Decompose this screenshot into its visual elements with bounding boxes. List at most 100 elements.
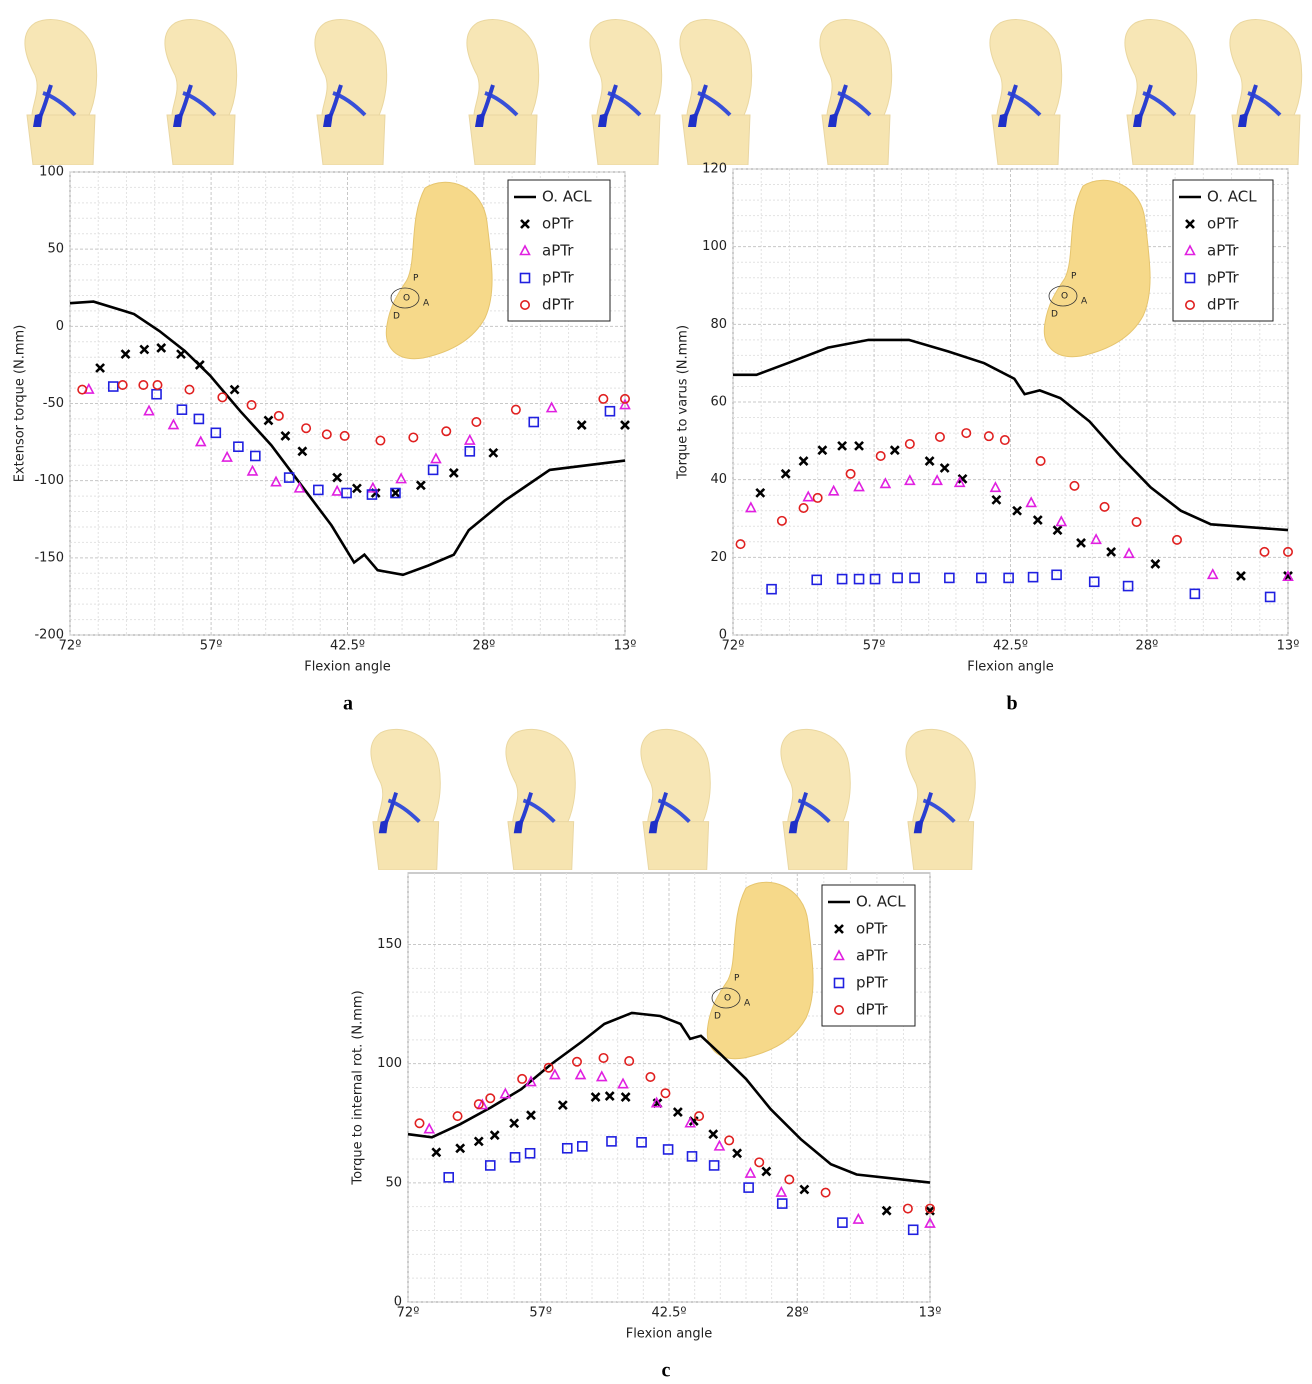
triangle-marker <box>246 464 259 476</box>
triangle-marker <box>879 477 892 489</box>
legend-label: dPTr <box>1207 296 1240 314</box>
circle-marker <box>961 428 972 439</box>
x-marker <box>1012 505 1022 516</box>
circle-marker <box>660 1088 671 1099</box>
x-marker <box>590 1092 601 1102</box>
x-marker <box>620 420 630 431</box>
circle-marker <box>339 430 350 441</box>
inset-label: A <box>423 299 430 309</box>
square-marker <box>341 487 352 499</box>
triangle-marker <box>617 1077 629 1089</box>
square-marker <box>837 1217 848 1228</box>
line-series <box>733 338 1289 532</box>
triangle-marker <box>476 1098 489 1110</box>
triangle-marker <box>545 401 558 413</box>
x-marker <box>799 1184 810 1195</box>
x-marker <box>263 415 274 426</box>
triangle-marker <box>293 481 306 493</box>
circle-marker <box>414 1118 425 1129</box>
triangle-marker <box>1055 515 1068 527</box>
square-marker <box>606 1136 617 1147</box>
triangle-marker <box>574 1068 587 1080</box>
legend-label: pPTr <box>856 974 889 992</box>
x-marker <box>576 420 587 431</box>
triangle-marker <box>519 244 531 256</box>
legend-label: dPTr <box>542 296 575 314</box>
y-tick-label: 100 <box>39 165 64 180</box>
circle-marker <box>999 435 1010 446</box>
x-marker <box>156 343 167 353</box>
circle-marker <box>784 1174 795 1185</box>
y-tick-label: 50 <box>385 1175 402 1190</box>
x-marker <box>520 219 530 229</box>
y-axis-label: Torque to internal rot. (N.mm) <box>351 990 366 1185</box>
triangle-marker <box>1282 570 1294 582</box>
x-tick-label: 57º <box>863 639 886 654</box>
circle-marker <box>519 299 530 310</box>
x-marker <box>509 1118 520 1129</box>
x-marker <box>780 468 791 479</box>
square-marker <box>766 583 777 595</box>
x-marker <box>297 446 308 457</box>
triangle-marker <box>931 474 943 486</box>
square-marker <box>313 484 324 496</box>
x-marker <box>280 430 291 441</box>
square-marker <box>836 573 848 585</box>
square-marker <box>1122 580 1134 592</box>
y-tick-label: -150 <box>34 550 64 565</box>
x-tick-label: 13º <box>1277 639 1300 654</box>
x-tick-label: 72º <box>397 1306 420 1321</box>
triangle-marker <box>684 1116 697 1128</box>
circle-marker <box>798 503 809 514</box>
legend-label: O. ACL <box>542 188 592 206</box>
inset-circle <box>711 987 741 1009</box>
x-marker <box>526 1110 536 1121</box>
circle-marker <box>273 410 284 421</box>
square-marker <box>519 272 531 284</box>
triangle-marker <box>1206 568 1219 580</box>
circle-marker <box>1259 546 1270 557</box>
x-marker <box>837 440 848 451</box>
square-marker <box>107 381 119 392</box>
square-marker <box>427 464 439 476</box>
x-tick-label: 42.5º <box>330 639 365 654</box>
line-series <box>407 1011 931 1184</box>
circle-marker <box>754 1157 765 1168</box>
circle-marker <box>776 515 787 526</box>
inset-femur <box>385 181 493 360</box>
circle-marker <box>1069 480 1080 491</box>
square-marker <box>1027 571 1039 583</box>
triangle-marker <box>852 1212 865 1224</box>
square-marker <box>811 574 823 586</box>
square-marker <box>604 405 616 417</box>
x-tick-label: 28º <box>1136 639 1159 654</box>
chart: 0 20 40 60 80 100 120 72º 57º 42.5º 28º 13º Flexion … <box>676 162 1300 715</box>
inset-circle <box>390 287 420 309</box>
square-marker <box>464 446 476 457</box>
y-tick-label: 120 <box>702 162 727 177</box>
legend-label: oPTr <box>542 215 574 233</box>
circle-marker <box>321 429 332 440</box>
circle-marker <box>645 1072 656 1083</box>
square-marker <box>853 573 865 585</box>
x-marker <box>1185 219 1195 229</box>
triangle-marker <box>775 1185 788 1197</box>
x-marker <box>488 447 499 458</box>
square-marker <box>909 572 920 584</box>
circle-marker <box>833 1004 844 1015</box>
inset: PO A D <box>385 181 493 360</box>
square-marker <box>907 1224 919 1236</box>
triangle-marker <box>331 484 343 496</box>
y-tick-label: 0 <box>719 628 727 643</box>
square-marker <box>833 977 845 989</box>
legend-label: O. ACL <box>1207 188 1257 206</box>
x-marker <box>604 1091 615 1101</box>
square-marker <box>662 1144 674 1155</box>
triangle-marker <box>904 474 916 486</box>
legend-label: pPTr <box>1207 269 1240 287</box>
square-marker <box>1264 591 1276 603</box>
panel-label: c <box>662 1360 671 1382</box>
triangle-marker <box>1025 496 1038 508</box>
circle-marker <box>1099 501 1110 512</box>
square-marker <box>1051 569 1062 581</box>
